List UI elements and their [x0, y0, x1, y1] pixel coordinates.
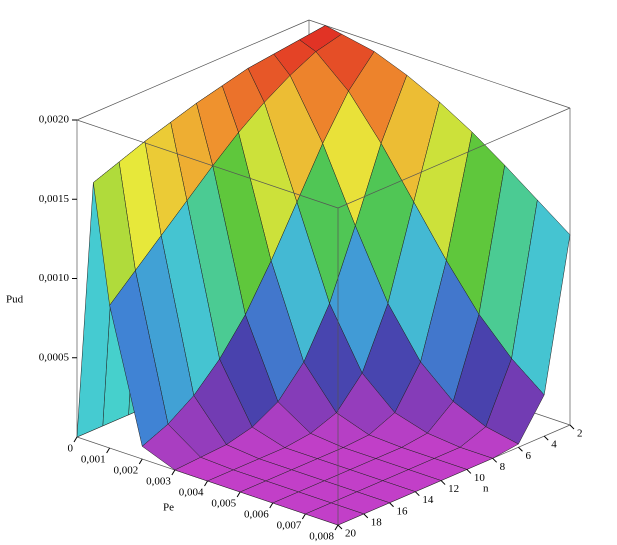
x-tick-label: 0 — [68, 443, 74, 455]
y-tick — [492, 457, 498, 463]
z-tick-label: 0,0020 — [39, 114, 70, 126]
y-tick-label: 14 — [422, 494, 434, 506]
y-tick-label: 10 — [474, 472, 486, 484]
x-axis-label: Pe — [163, 502, 174, 514]
y-tick-label: 4 — [551, 439, 557, 451]
y-tick — [337, 524, 343, 530]
y-tick-label: 6 — [525, 450, 531, 462]
y-tick — [389, 502, 394, 508]
y-axis-label: n — [483, 483, 489, 495]
z-tick-label: 0,0005 — [39, 351, 70, 363]
y-tick-label: 2 — [577, 428, 583, 440]
y-tick — [466, 469, 472, 474]
y-tick — [518, 446, 523, 452]
y-tick — [569, 424, 575, 430]
x-tick-label: 0,002 — [114, 465, 139, 477]
box-edge — [76, 119, 339, 209]
y-tick — [543, 435, 549, 441]
x-tick — [236, 491, 241, 498]
x-tick — [73, 436, 78, 443]
box-edge — [76, 19, 310, 121]
y-tick-label: 18 — [371, 516, 383, 528]
y-tick-label: 12 — [448, 483, 459, 495]
x-tick-label: 0,003 — [146, 476, 171, 488]
y-tick-label: 8 — [500, 461, 506, 473]
x-tick-label: 0,007 — [277, 520, 302, 532]
box-edge — [337, 107, 571, 209]
y-tick — [440, 480, 446, 485]
x-tick-label: 0,008 — [309, 531, 334, 543]
x-tick — [171, 469, 176, 476]
box-edge — [308, 19, 571, 109]
x-tick — [301, 513, 306, 520]
z-axis-label: Pud — [6, 294, 24, 306]
z-tick-label: 0,0015 — [39, 193, 70, 205]
x-tick-label: 0,004 — [179, 487, 204, 499]
x-tick — [106, 447, 111, 454]
x-tick-label: 0,005 — [211, 498, 236, 510]
x-tick — [138, 458, 143, 465]
y-tick-label: 20 — [345, 528, 357, 540]
x-tick — [334, 524, 339, 531]
y-tick-label: 16 — [397, 505, 409, 517]
x-tick — [269, 502, 274, 509]
x-tick-label: 0,006 — [244, 509, 269, 521]
x-tick-label: 0,001 — [81, 454, 106, 466]
y-tick — [363, 513, 369, 519]
z-tick-label: 0,0010 — [39, 272, 70, 284]
y-tick — [414, 491, 420, 497]
x-tick — [204, 480, 208, 487]
